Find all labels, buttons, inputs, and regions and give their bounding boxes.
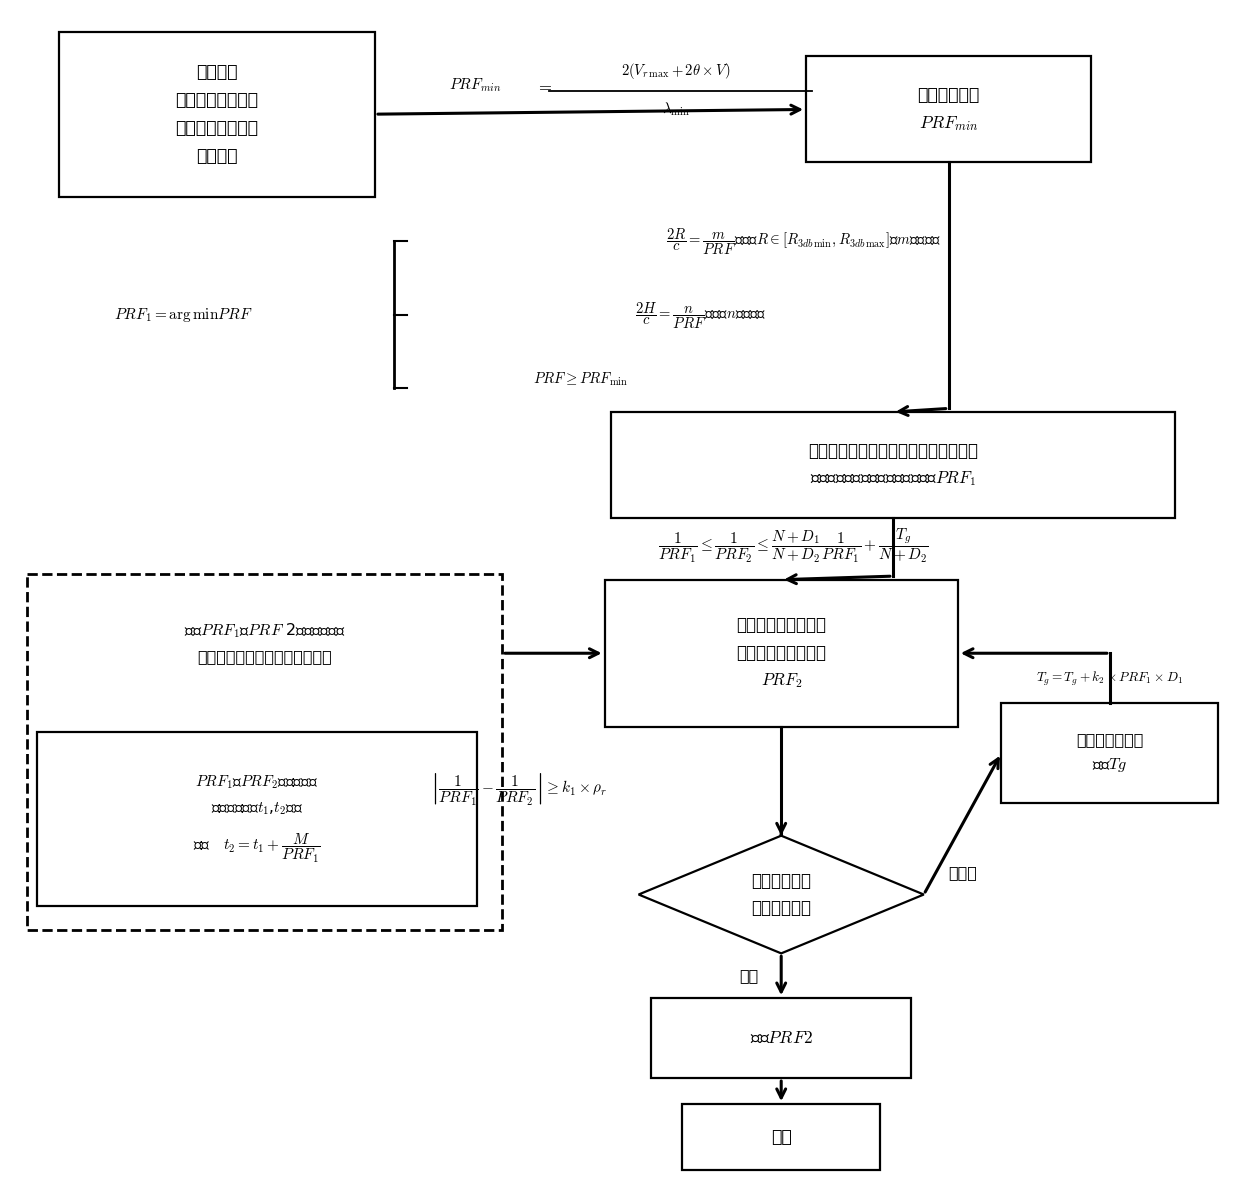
Text: 是否满足解距
离模糊条件？: 是否满足解距 离模糊条件？ (751, 872, 811, 917)
Text: 确定重频下限
$PRF_{min}$: 确定重频下限 $PRF_{min}$ (918, 86, 980, 133)
Bar (605, 580, 957, 726)
Bar (651, 998, 911, 1078)
Text: 满足: 满足 (739, 969, 759, 983)
Text: 确定$PRF2$: 确定$PRF2$ (750, 1029, 812, 1048)
Text: 不满足: 不满足 (949, 865, 977, 880)
Text: $\dfrac{2H}{c}=\dfrac{n}{PRF}$，其中$n$为正整数: $\dfrac{2H}{c}=\dfrac{n}{PRF}$，其中$n$为正整数 (635, 300, 766, 331)
Bar (610, 412, 1176, 518)
Text: $\left|\dfrac{1}{PRF_1}-\dfrac{1}{PRF_2}\right|\geq k_1\times\rho_r$: $\left|\dfrac{1}{PRF_1}-\dfrac{1}{PRF_2}… (430, 771, 606, 806)
Bar (682, 1104, 880, 1170)
Text: 增大回波保护窗
宽度$Tg$: 增大回波保护窗 宽度$Tg$ (1076, 732, 1143, 774)
Bar (806, 56, 1091, 162)
Text: 选择的重频使得发射遮挡与星下点回波
重合，在此基础上选择最小的重频$PRF_1$: 选择的重频使得发射遮挡与星下点回波 重合，在此基础上选择最小的重频$PRF_1$ (807, 441, 978, 488)
Text: $T_g=T_g+k_2\times PRF_1\times D_1$: $T_g=T_g+k_2\times PRF_1\times D_1$ (1037, 670, 1183, 689)
Text: 重频$PRF_1$与$PRF$ 2发射信号载波
中心频率之差大于发射信号带宽: 重频$PRF_1$与$PRF$ 2发射信号载波 中心频率之差大于发射信号带宽 (184, 621, 346, 664)
Text: $\dfrac{1}{PRF_1}\leq\dfrac{1}{PRF_2}\leq\dfrac{N+D_1}{N+D_2}\dfrac{1}{PRF_1}+\d: $\dfrac{1}{PRF_1}\leq\dfrac{1}{PRF_2}\le… (658, 527, 929, 565)
Text: $\lambda_{\mathrm{min}}$: $\lambda_{\mathrm{min}}$ (662, 101, 689, 118)
Text: 卫星速度
目标最大径向速度
雷达方位波束宽度
最小波长: 卫星速度 目标最大径向速度 雷达方位波束宽度 最小波长 (176, 64, 258, 165)
Text: $PRF\geq PRF_{\mathrm{min}}$: $PRF\geq PRF_{\mathrm{min}}$ (533, 371, 627, 387)
Text: $\dfrac{2R}{c}=\dfrac{m}{PRF}$，其中$R\in[R_{3db\,\mathrm{min}},R_{3db\,\mathrm{max: $\dfrac{2R}{c}=\dfrac{m}{PRF}$，其中$R\in[R… (666, 226, 941, 257)
Bar (37, 732, 476, 906)
Text: $PRF_1=\arg\min PRF$: $PRF_1=\arg\min PRF$ (114, 306, 253, 325)
Text: $PRF_1$与$PRF_2$发射首个脉
冲的前沿时刻$t_1$,$t_2$应满
足：   $t_2=t_1+\dfrac{M}{PRF_1}$: $PRF_1$与$PRF_2$发射首个脉 冲的前沿时刻$t_1$,$t_2$应满… (192, 773, 321, 865)
Bar (27, 574, 502, 930)
Text: $2(V_{r\,\mathrm{max}}+2\theta\times V)$: $2(V_{r\,\mathrm{max}}+2\theta\times V)$ (621, 61, 730, 80)
Bar (58, 32, 374, 197)
Polygon shape (639, 836, 924, 953)
Text: 通过选择占空比和接
收保护窗的宽度确定
$PRF_2$: 通过选择占空比和接 收保护窗的宽度确定 $PRF_2$ (737, 616, 826, 691)
Bar (1002, 704, 1218, 803)
Text: $=$: $=$ (536, 75, 553, 94)
Text: $PRF_{min}$: $PRF_{min}$ (449, 77, 501, 93)
Text: 结束: 结束 (771, 1128, 791, 1146)
